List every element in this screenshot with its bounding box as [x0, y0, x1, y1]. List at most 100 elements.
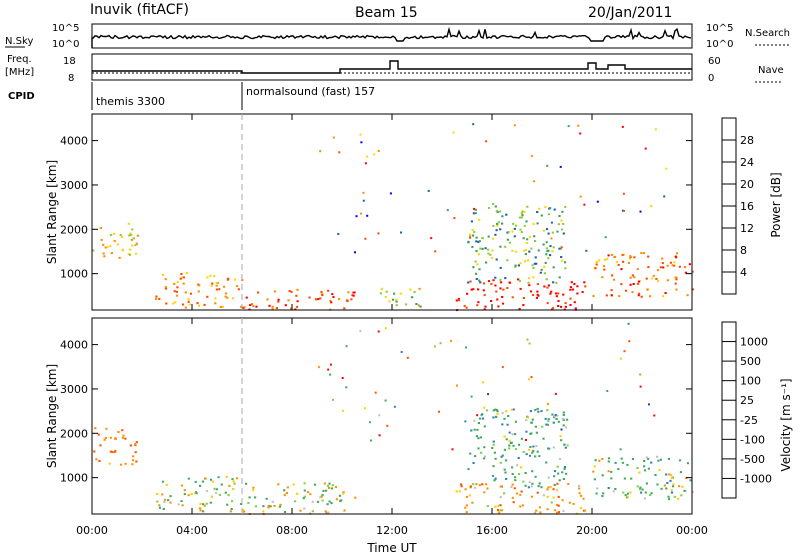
power-cell [534, 240, 537, 242]
velocity-ylabel: Slant Range [km] [45, 364, 59, 468]
velocity-cell [492, 440, 495, 443]
velocity-cell [478, 417, 482, 420]
power-y-tick-label: 3000 [60, 179, 88, 192]
velocity-cell [325, 489, 328, 492]
velocity-cell [342, 491, 345, 494]
velocity-cell [451, 448, 454, 451]
power-cell [455, 299, 458, 302]
velocity-cell [460, 485, 463, 488]
power-cell [523, 249, 526, 252]
velocity-cell [327, 368, 330, 371]
velocity-cell [306, 491, 310, 494]
velocity-cell [689, 479, 692, 482]
velocity-cell [538, 455, 541, 458]
power-cell [615, 261, 619, 264]
velocity-cell [553, 416, 556, 419]
velocity-cell [302, 497, 305, 500]
velocity-cell [517, 457, 520, 459]
power-cell [182, 282, 185, 285]
velocity-cell [606, 390, 609, 392]
power-cell [477, 301, 480, 304]
velocity-cell [476, 428, 479, 431]
velocity-cell [245, 482, 248, 485]
velocity-cell [528, 448, 531, 451]
velocity-cell [183, 493, 186, 496]
velocity-cell [654, 474, 657, 476]
power-cell [495, 209, 498, 212]
power-cell [366, 214, 369, 217]
power-cell [179, 277, 182, 280]
velocity-cell [475, 435, 478, 438]
power-cell [234, 278, 237, 281]
power-cell [180, 273, 183, 275]
power-frame [91, 113, 693, 311]
power-cell [532, 267, 535, 269]
power-cell [360, 141, 363, 144]
power-colorbar-tick-label: 20 [740, 178, 754, 191]
power-cell [469, 236, 472, 239]
power-cell [502, 288, 505, 291]
power-cell [499, 278, 502, 281]
power-cell [474, 208, 477, 211]
velocity-cell [455, 490, 458, 493]
power-cell [537, 249, 540, 252]
power-cell [604, 258, 607, 261]
velocity-cell [104, 437, 107, 439]
velocity-cell [650, 492, 653, 495]
power-cell [489, 253, 492, 256]
power-cell [490, 256, 494, 259]
power-cell [640, 295, 643, 298]
velocity-cell [610, 477, 613, 480]
power-cell [405, 303, 408, 306]
power-cell [478, 240, 481, 243]
power-cell [472, 288, 475, 291]
power-cell [501, 296, 504, 298]
power-cell [561, 259, 564, 262]
power-cell [467, 241, 470, 244]
velocity-cell [546, 423, 549, 426]
velocity-cell [665, 487, 668, 490]
velocity-cell [98, 460, 101, 462]
power-cell [475, 272, 478, 275]
velocity-cell [470, 429, 473, 432]
velocity-cell [563, 443, 566, 446]
velocity-cell [534, 455, 537, 458]
power-cell [671, 264, 674, 267]
velocity-cell [649, 494, 652, 496]
velocity-cell [540, 410, 543, 413]
power-cell [492, 203, 495, 205]
power-cell [164, 278, 167, 281]
velocity-cell [510, 441, 513, 444]
power-cell [678, 265, 681, 268]
power-cell [555, 295, 558, 298]
velocity-cell [499, 496, 502, 499]
power-cell [632, 283, 635, 285]
velocity-cell [477, 437, 480, 440]
power-cell [331, 293, 334, 296]
velocity-cell [639, 486, 642, 489]
velocity-cell [228, 484, 231, 487]
power-cell [134, 244, 137, 247]
velocity-cell [561, 417, 564, 420]
velocity-cell [377, 330, 380, 333]
velocity-cell [121, 436, 124, 439]
power-cell [514, 224, 518, 227]
velocity-cell [254, 505, 257, 508]
power-cell [542, 229, 545, 232]
power-cell [614, 255, 617, 258]
power-cell [352, 291, 355, 294]
nave-tick-bottom: 0 [708, 73, 714, 84]
velocity-cell [643, 497, 646, 500]
velocity-cell [542, 437, 545, 440]
power-cell [522, 304, 525, 306]
nsky-trace [91, 26, 692, 48]
power-cell [511, 249, 514, 252]
power-cell [427, 189, 430, 192]
velocity-cell [544, 417, 547, 420]
velocity-cell [560, 428, 563, 431]
power-cell [287, 299, 290, 302]
velocity-cell [122, 434, 125, 437]
power-cell [545, 228, 549, 231]
power-cell [494, 205, 497, 208]
velocity-cell [672, 485, 675, 488]
